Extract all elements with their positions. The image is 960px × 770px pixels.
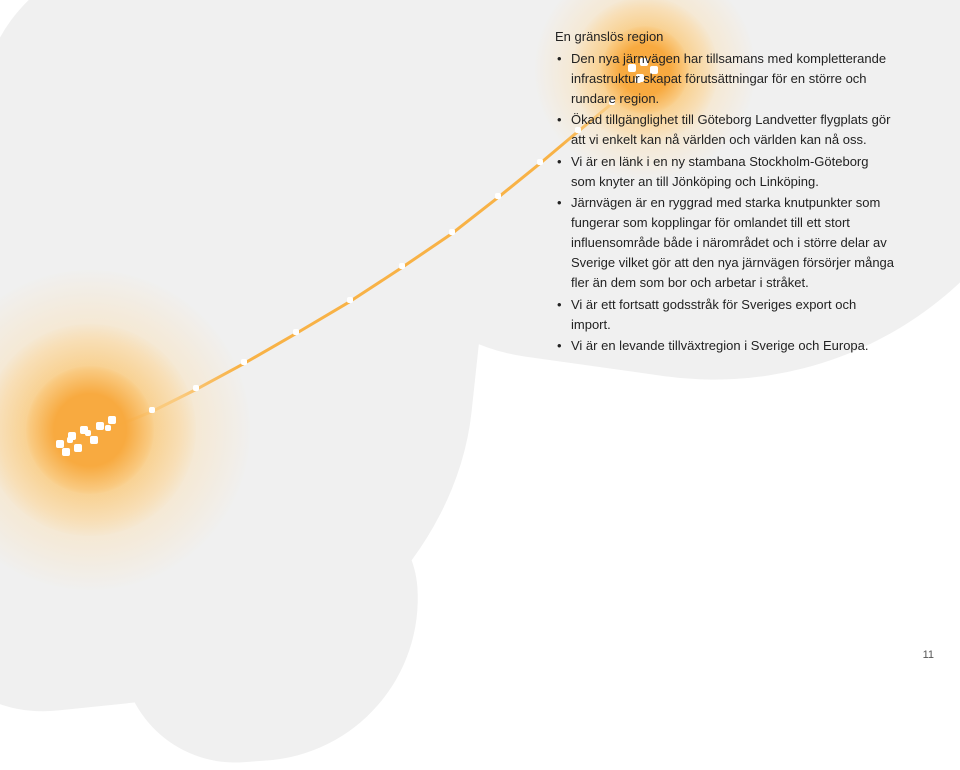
route-dot — [241, 359, 247, 365]
bullet-item: Vi är ett fortsatt godsstråk för Sverige… — [555, 295, 895, 335]
route-dot — [347, 297, 353, 303]
route-dot — [149, 407, 155, 413]
route-dot — [105, 425, 111, 431]
cluster-dot — [108, 416, 116, 424]
route-dot — [449, 229, 455, 235]
route-dot — [193, 385, 199, 391]
cluster-dot — [56, 440, 64, 448]
cluster-dot — [68, 432, 76, 440]
cluster-dot — [96, 422, 104, 430]
route-dot — [293, 329, 299, 335]
cluster-dot — [62, 448, 70, 456]
route-dot — [495, 193, 501, 199]
cluster-dot — [74, 444, 82, 452]
bullet-item: Järnvägen är en ryggrad med starka knutp… — [555, 193, 895, 294]
bullet-item: Vi är en länk i en ny stambana Stockholm… — [555, 152, 895, 192]
cluster-dot — [80, 426, 88, 434]
route-dot — [537, 159, 543, 165]
bullet-item: Den nya järnvägen har tillsamans med kom… — [555, 49, 895, 109]
route-dot — [399, 263, 405, 269]
text-panel: En gränslös region Den nya järnvägen har… — [555, 28, 895, 357]
heading: En gränslös region — [555, 28, 895, 47]
page-number: 11 — [923, 649, 934, 661]
cluster-dot — [90, 436, 98, 444]
bullet-list: Den nya järnvägen har tillsamans med kom… — [555, 49, 895, 356]
bullet-item: Ökad tillgänglighet till Göteborg Landve… — [555, 110, 895, 150]
bullet-item: Vi är en levande tillväxtregion i Sverig… — [555, 336, 895, 356]
